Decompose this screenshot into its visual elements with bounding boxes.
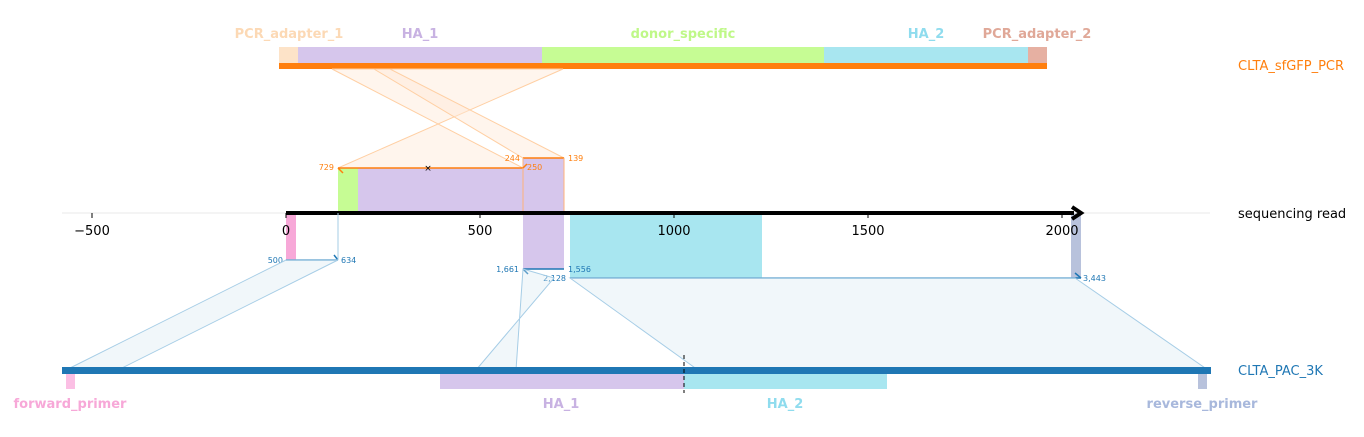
top-feature-donor-specific — [542, 47, 824, 63]
top-track-line — [279, 63, 1047, 69]
bottom-feature-label-ha-1: HA_1 — [543, 397, 580, 412]
top-feature-ha-1 — [298, 47, 542, 63]
bottom-feature-ha-2 — [684, 374, 887, 389]
blue-fan-1 — [65, 259, 339, 371]
axis-ticks: −500 0 500 1000 1500 2000 — [74, 213, 1079, 239]
bottom-feature-reverse-primer — [1198, 374, 1207, 389]
orange-label-250: 250 — [527, 163, 542, 172]
bottom-feature-label-reverse-primer: reverse_primer — [1147, 397, 1259, 412]
blue-label-1661: 1,661 — [496, 265, 519, 274]
bottom-track-line — [62, 367, 1211, 374]
read-block-ha-1-b — [522, 157, 565, 214]
top-feature-label-ha-1: HA_1 — [402, 27, 439, 42]
blue-label-3443: 3,443 — [1083, 274, 1106, 283]
top-feature-ha-2 — [824, 47, 1028, 63]
axis-tick-label: 1000 — [657, 224, 690, 239]
axis-tick-label: 0 — [282, 224, 290, 239]
read-arrow-head — [1070, 205, 1085, 221]
bottom-track-name: CLTA_PAC_3K — [1238, 364, 1323, 379]
top-feature-label-ha-2: HA_2 — [908, 27, 945, 42]
orange-label-139: 139 — [568, 154, 583, 163]
axis-tick-label: −500 — [74, 224, 110, 239]
axis-tick-label: 1500 — [851, 224, 884, 239]
top-feature-label-pcr-adapter-2: PCR_adapter_2 — [983, 27, 1092, 42]
bottom-feature-label-ha-2: HA_2 — [767, 397, 804, 412]
orange-arrow-250 — [522, 163, 528, 169]
orange-label-244: 244 — [505, 154, 520, 163]
blue-arrow-3443 — [1074, 272, 1082, 279]
blue-label-500: 500 — [268, 256, 283, 265]
top-feature-label-pcr-adapter-1: PCR_adapter_1 — [235, 27, 344, 42]
axis-tick-label: 500 — [468, 224, 493, 239]
blue-label-2128: 2,128 — [543, 274, 566, 283]
read-block-ha-1 — [358, 168, 523, 213]
blue-label-1556: 1,556 — [568, 265, 591, 274]
bottom-feature-forward-primer — [66, 374, 75, 389]
top-feature-pcr-adapter-1 — [279, 47, 298, 63]
blue-label-634: 634 — [341, 256, 356, 265]
read-block-ha-2 — [570, 213, 762, 278]
middle-track-name: sequencing read — [1238, 207, 1346, 222]
read-block-ha-1-lower — [523, 213, 564, 269]
blue-arrow-1661 — [522, 268, 529, 275]
top-track-name: CLTA_sfGFP_PCR — [1238, 59, 1344, 74]
bottom-feature-ha-1 — [440, 374, 684, 389]
top-feature-pcr-adapter-2 — [1028, 47, 1047, 63]
bottom-feature-label-forward-primer: forward_primer — [14, 397, 128, 412]
blue-fan-3 — [568, 277, 1210, 371]
orange-arrow-729 — [337, 167, 344, 174]
read-block-reverse-primer — [1071, 213, 1081, 278]
read-block-forward-primer — [286, 213, 296, 260]
cross-marker: × — [424, 164, 432, 174]
top-feature-label-donor-specific: donor_specific — [631, 27, 736, 42]
orange-label-729: 729 — [319, 163, 334, 172]
axis-tick-label: 2000 — [1045, 224, 1078, 239]
read-block-donor-specific — [338, 168, 358, 213]
blue-fan-2 — [474, 268, 555, 371]
blue-arrow-634 — [333, 254, 339, 261]
